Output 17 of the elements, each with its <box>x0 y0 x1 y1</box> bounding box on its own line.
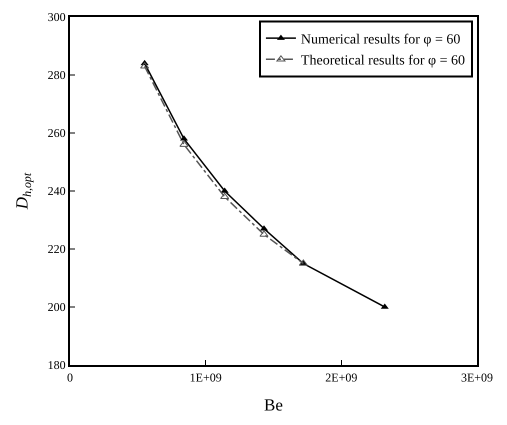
x-tick-label: 1E+09 <box>190 370 222 384</box>
y-tick-label: 200 <box>48 300 66 314</box>
x-tick-label: 3E+09 <box>460 370 494 384</box>
legend-label: Theoretical results for φ = 60 <box>300 54 466 69</box>
legend-label: Numerical results for φ = 60 <box>300 32 460 48</box>
point <box>220 192 230 200</box>
y-tick-label: 280 <box>48 68 66 82</box>
x-tick-label: 0 <box>67 370 73 384</box>
x-tick-label: 2E+09 <box>325 370 358 384</box>
y-tick-label: 180 <box>48 358 66 372</box>
y-tick-label: 300 <box>48 10 66 24</box>
point <box>180 135 188 141</box>
y-tick-label: 220 <box>48 242 66 256</box>
x-axis-title: Be <box>264 395 283 414</box>
y-tick-label: 240 <box>48 184 66 198</box>
point <box>140 62 150 69</box>
y-tick-label: 260 <box>48 126 66 140</box>
